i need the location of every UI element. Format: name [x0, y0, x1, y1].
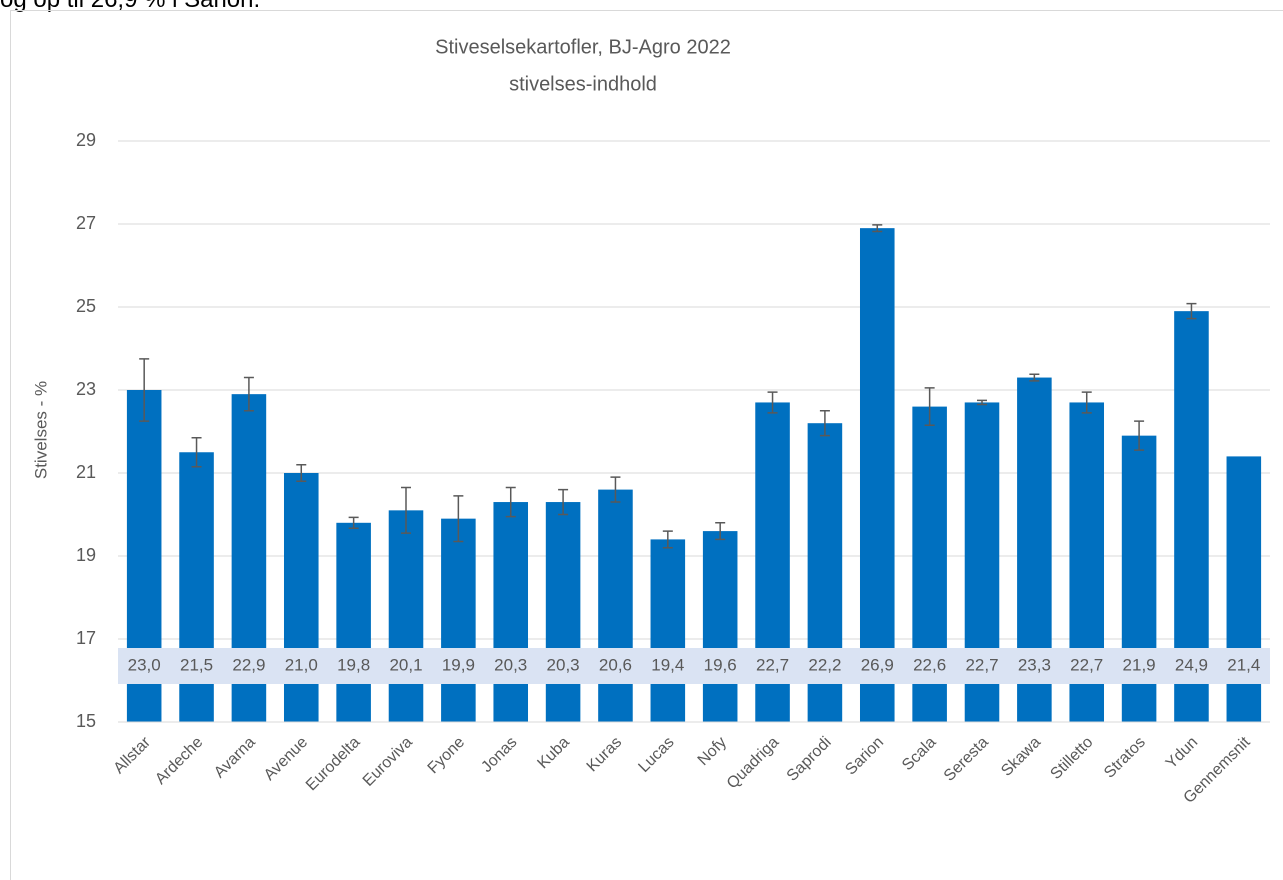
error-bar — [296, 463, 307, 483]
y-tick-label: 29 — [76, 130, 96, 150]
error-bar — [662, 530, 673, 549]
error-bar — [505, 486, 516, 518]
y-tick-label: 21 — [76, 462, 96, 482]
x-tick-label: Ardeche — [152, 734, 206, 788]
value-label: 20,3 — [494, 655, 527, 674]
value-label: 23,0 — [128, 655, 161, 674]
x-tick-label: Jonas — [478, 734, 520, 776]
x-tick-label: Avarna — [211, 734, 259, 782]
value-label: 19,9 — [442, 655, 475, 674]
y-tick-label: 23 — [76, 379, 96, 399]
error-bar — [1081, 391, 1092, 414]
error-bar — [453, 495, 464, 543]
chart-subtitle: stivelses-indhold — [509, 73, 657, 95]
x-tick-label: Saprodi — [784, 734, 835, 785]
error-bar — [191, 436, 202, 468]
error-bar — [715, 522, 726, 541]
error-bar — [348, 516, 359, 529]
bar — [859, 228, 895, 722]
value-label: 22,7 — [965, 655, 998, 674]
value-label: 23,3 — [1018, 655, 1051, 674]
x-tick-label: Lucas — [635, 734, 677, 776]
bar — [650, 539, 686, 722]
x-tick-label: Scala — [899, 734, 939, 774]
error-bar — [767, 391, 778, 414]
x-tick-label: Fyone — [425, 734, 469, 778]
value-label-band — [118, 648, 1270, 684]
caption-fragment: og op til 26,9 % i Sarion. — [0, 0, 260, 14]
error-bar — [401, 486, 411, 534]
x-tick-label: Sarion — [842, 734, 887, 779]
bar — [441, 518, 476, 722]
error-bar — [872, 224, 883, 233]
x-tick-label: Allstar — [111, 733, 155, 777]
x-tick-label: Quadriga — [724, 734, 783, 793]
x-tick-label: Euroviva — [360, 734, 416, 790]
y-tick-label: 17 — [76, 628, 96, 648]
value-label: 20,3 — [547, 655, 580, 674]
error-bar — [139, 358, 150, 422]
x-tick-label: Ydun — [1163, 734, 1201, 772]
x-tick-label: Avenue — [261, 734, 311, 784]
value-label: 19,6 — [704, 655, 737, 674]
x-tick-label: Seresta — [941, 734, 992, 785]
value-label: 21,9 — [1123, 655, 1156, 674]
value-label: 22,7 — [756, 655, 789, 674]
bar — [493, 502, 529, 722]
chart-border — [10, 10, 1283, 880]
value-label: 22,7 — [1070, 655, 1103, 674]
error-bar — [243, 376, 254, 412]
error-bar — [1029, 373, 1040, 382]
value-label: 22,9 — [232, 655, 265, 674]
bar — [598, 489, 633, 722]
chart-title: Stiveselsekartofler, BJ-Agro 2022 — [435, 36, 731, 58]
x-tick-label: Stilletto — [1047, 734, 1096, 783]
bar — [702, 531, 738, 722]
bar — [283, 473, 319, 722]
error-bar — [1186, 302, 1197, 320]
x-tick-label: Kuras — [584, 734, 626, 776]
x-tick-label: Kuba — [534, 734, 573, 773]
value-label: 20,1 — [389, 655, 422, 674]
bar — [545, 502, 581, 722]
y-tick-label: 15 — [76, 711, 96, 731]
value-label: 24,9 — [1175, 655, 1208, 674]
y-tick-label: 25 — [76, 296, 96, 316]
bar — [336, 522, 371, 722]
x-tick-label: Stratos — [1101, 734, 1149, 782]
y-tick-label: 19 — [76, 545, 96, 565]
value-label: 21,0 — [285, 655, 318, 674]
value-label: 22,2 — [808, 655, 841, 674]
value-label: 20,6 — [599, 655, 632, 674]
y-axis-label: Stivelses - % — [31, 381, 50, 479]
bar — [388, 510, 424, 722]
error-bar — [924, 387, 935, 427]
error-bar — [819, 410, 830, 437]
x-tick-label: Nofy — [695, 734, 730, 769]
error-bar — [610, 476, 621, 503]
value-label: 19,4 — [651, 655, 684, 674]
error-bar — [1134, 420, 1145, 451]
value-label: 21,4 — [1227, 655, 1260, 674]
y-tick-label: 27 — [76, 213, 96, 233]
value-label: 22,6 — [913, 655, 946, 674]
x-tick-label: Skawa — [998, 734, 1044, 780]
value-label: 26,9 — [861, 655, 894, 674]
value-label: 21,5 — [180, 655, 213, 674]
error-bar — [558, 488, 569, 516]
value-label: 19,8 — [337, 655, 370, 674]
error-bar — [977, 399, 987, 406]
x-tick-label: Eurodelta — [303, 734, 364, 795]
